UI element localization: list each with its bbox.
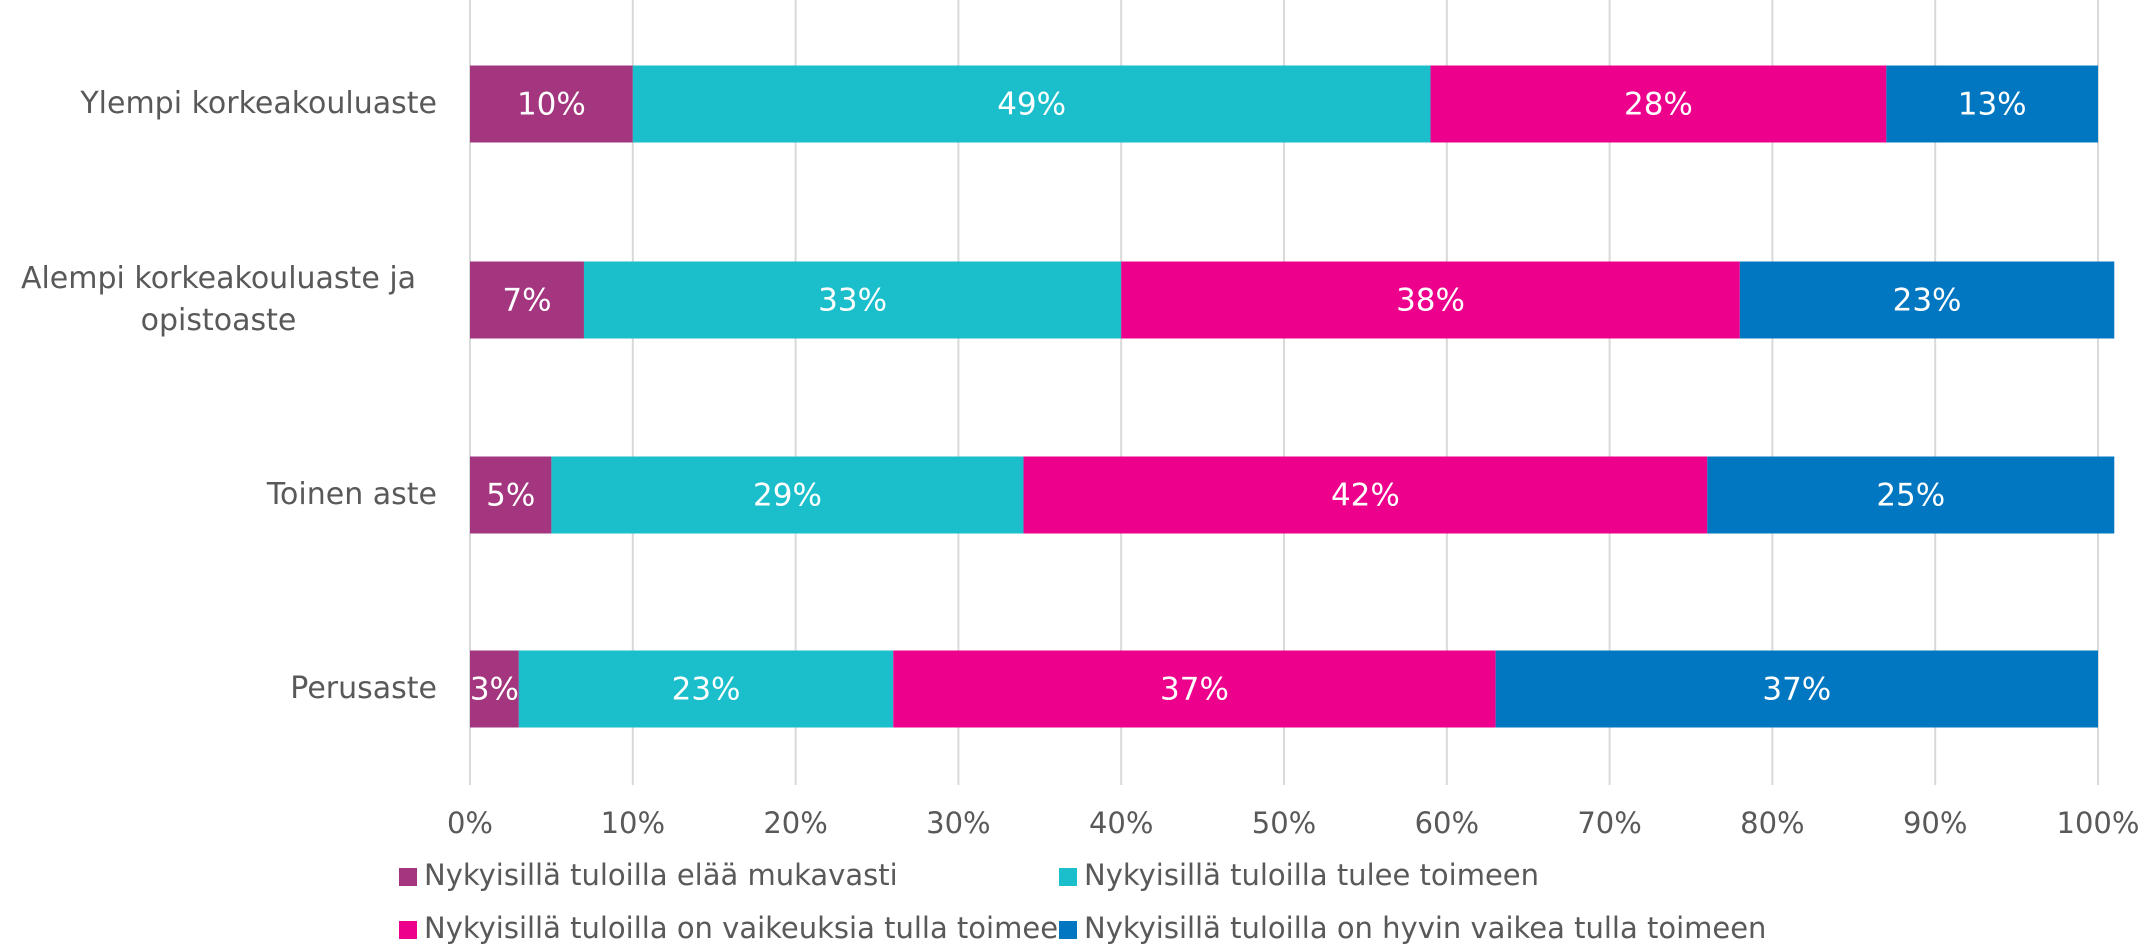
bar-segment — [632, 65, 1431, 143]
category-label: Ylempi korkeakouluaste — [80, 86, 437, 121]
x-tick-label: 50% — [1252, 806, 1316, 840]
data-label: 3% — [470, 672, 519, 708]
data-label: 10% — [517, 87, 586, 123]
x-tick-label: 90% — [1903, 806, 1967, 840]
category-label: Perusaste — [290, 671, 437, 706]
bar-segment — [551, 456, 1024, 534]
x-tick-label: 10% — [601, 806, 665, 840]
data-label: 25% — [1876, 478, 1945, 514]
x-tick-label: 0% — [447, 806, 493, 840]
x-tick-label: 40% — [1089, 806, 1153, 840]
x-tick-label: 20% — [763, 806, 827, 840]
legend-swatch — [399, 921, 417, 939]
x-tick-label: 100% — [2057, 806, 2140, 840]
bar-segment — [583, 261, 1122, 339]
legend-swatch — [1059, 868, 1077, 886]
category-label: Alempi korkeakouluaste ja opistoaste — [20, 261, 417, 338]
data-label: 29% — [753, 478, 822, 514]
x-tick-label: 70% — [1577, 806, 1641, 840]
data-label: 37% — [1762, 672, 1831, 708]
data-label: 23% — [672, 672, 741, 708]
category-label: Toinen aste — [266, 477, 437, 512]
legend-swatch — [1059, 921, 1077, 939]
bar-segment — [893, 650, 1496, 728]
data-label: 13% — [1958, 87, 2027, 123]
bar-segment — [470, 261, 584, 339]
bar-segment — [1430, 65, 1887, 143]
legend-swatch — [399, 868, 417, 886]
bar-segment — [1023, 456, 1708, 534]
x-tick-label: 80% — [1740, 806, 1804, 840]
bar-segment — [470, 65, 633, 143]
data-label: 42% — [1331, 478, 1400, 514]
bar-segment — [518, 650, 894, 728]
data-label: 5% — [486, 478, 535, 514]
x-tick-label: 30% — [926, 806, 990, 840]
legend-label: Nykyisillä tuloilla elää mukavasti — [424, 858, 898, 892]
data-label: 37% — [1160, 672, 1229, 708]
legend-label: Nykyisillä tuloilla on vaikeuksia tulla … — [424, 911, 1076, 945]
bar-segment — [1707, 456, 2115, 534]
bar-segment — [470, 456, 552, 534]
bar-segment — [1886, 65, 2098, 143]
legend-label: Nykyisillä tuloilla on hyvin vaikea tull… — [1084, 911, 1766, 945]
x-tick-label: 60% — [1415, 806, 1479, 840]
data-label: 28% — [1624, 87, 1693, 123]
bar-segment — [1739, 261, 2115, 339]
legend-label: Nykyisillä tuloilla tulee toimeen — [1084, 858, 1539, 892]
bar-segment — [470, 650, 519, 728]
data-label: 33% — [818, 283, 887, 319]
data-label: 49% — [997, 87, 1066, 123]
data-label: 7% — [502, 283, 551, 319]
bar-segment — [1495, 650, 2098, 728]
data-label: 23% — [1893, 283, 1962, 319]
data-label: 38% — [1396, 283, 1465, 319]
bar-segment — [1121, 261, 1740, 339]
